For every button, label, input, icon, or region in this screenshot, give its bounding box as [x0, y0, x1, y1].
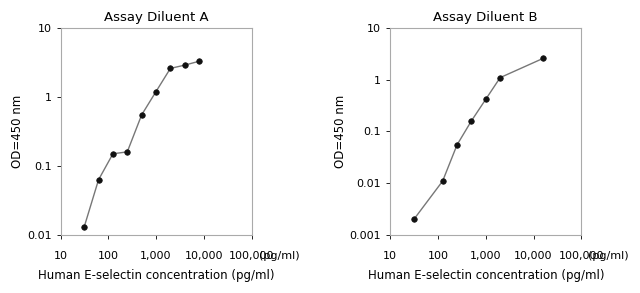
Text: 100,000: 100,000: [559, 251, 604, 261]
Text: 10: 10: [383, 251, 397, 261]
Y-axis label: OD=450 nm: OD=450 nm: [11, 95, 24, 168]
Text: (pg/ml): (pg/ml): [252, 251, 299, 261]
Text: 100: 100: [428, 251, 449, 261]
Text: (pg/ml): (pg/ml): [581, 251, 629, 261]
X-axis label: Human E-selectin concentration (pg/ml): Human E-selectin concentration (pg/ml): [367, 269, 604, 282]
Text: 10,000: 10,000: [184, 251, 223, 261]
Y-axis label: OD=450 nm: OD=450 nm: [334, 95, 347, 168]
Text: 100,000: 100,000: [228, 251, 275, 261]
Text: 100: 100: [98, 251, 119, 261]
Text: 10,000: 10,000: [515, 251, 553, 261]
Title: Assay Diluent A: Assay Diluent A: [104, 11, 209, 24]
Text: 1,000: 1,000: [140, 251, 172, 261]
Text: 1,000: 1,000: [470, 251, 502, 261]
Title: Assay Diluent B: Assay Diluent B: [433, 11, 538, 24]
Text: 10: 10: [54, 251, 68, 261]
X-axis label: Human E-selectin concentration (pg/ml): Human E-selectin concentration (pg/ml): [38, 269, 275, 282]
